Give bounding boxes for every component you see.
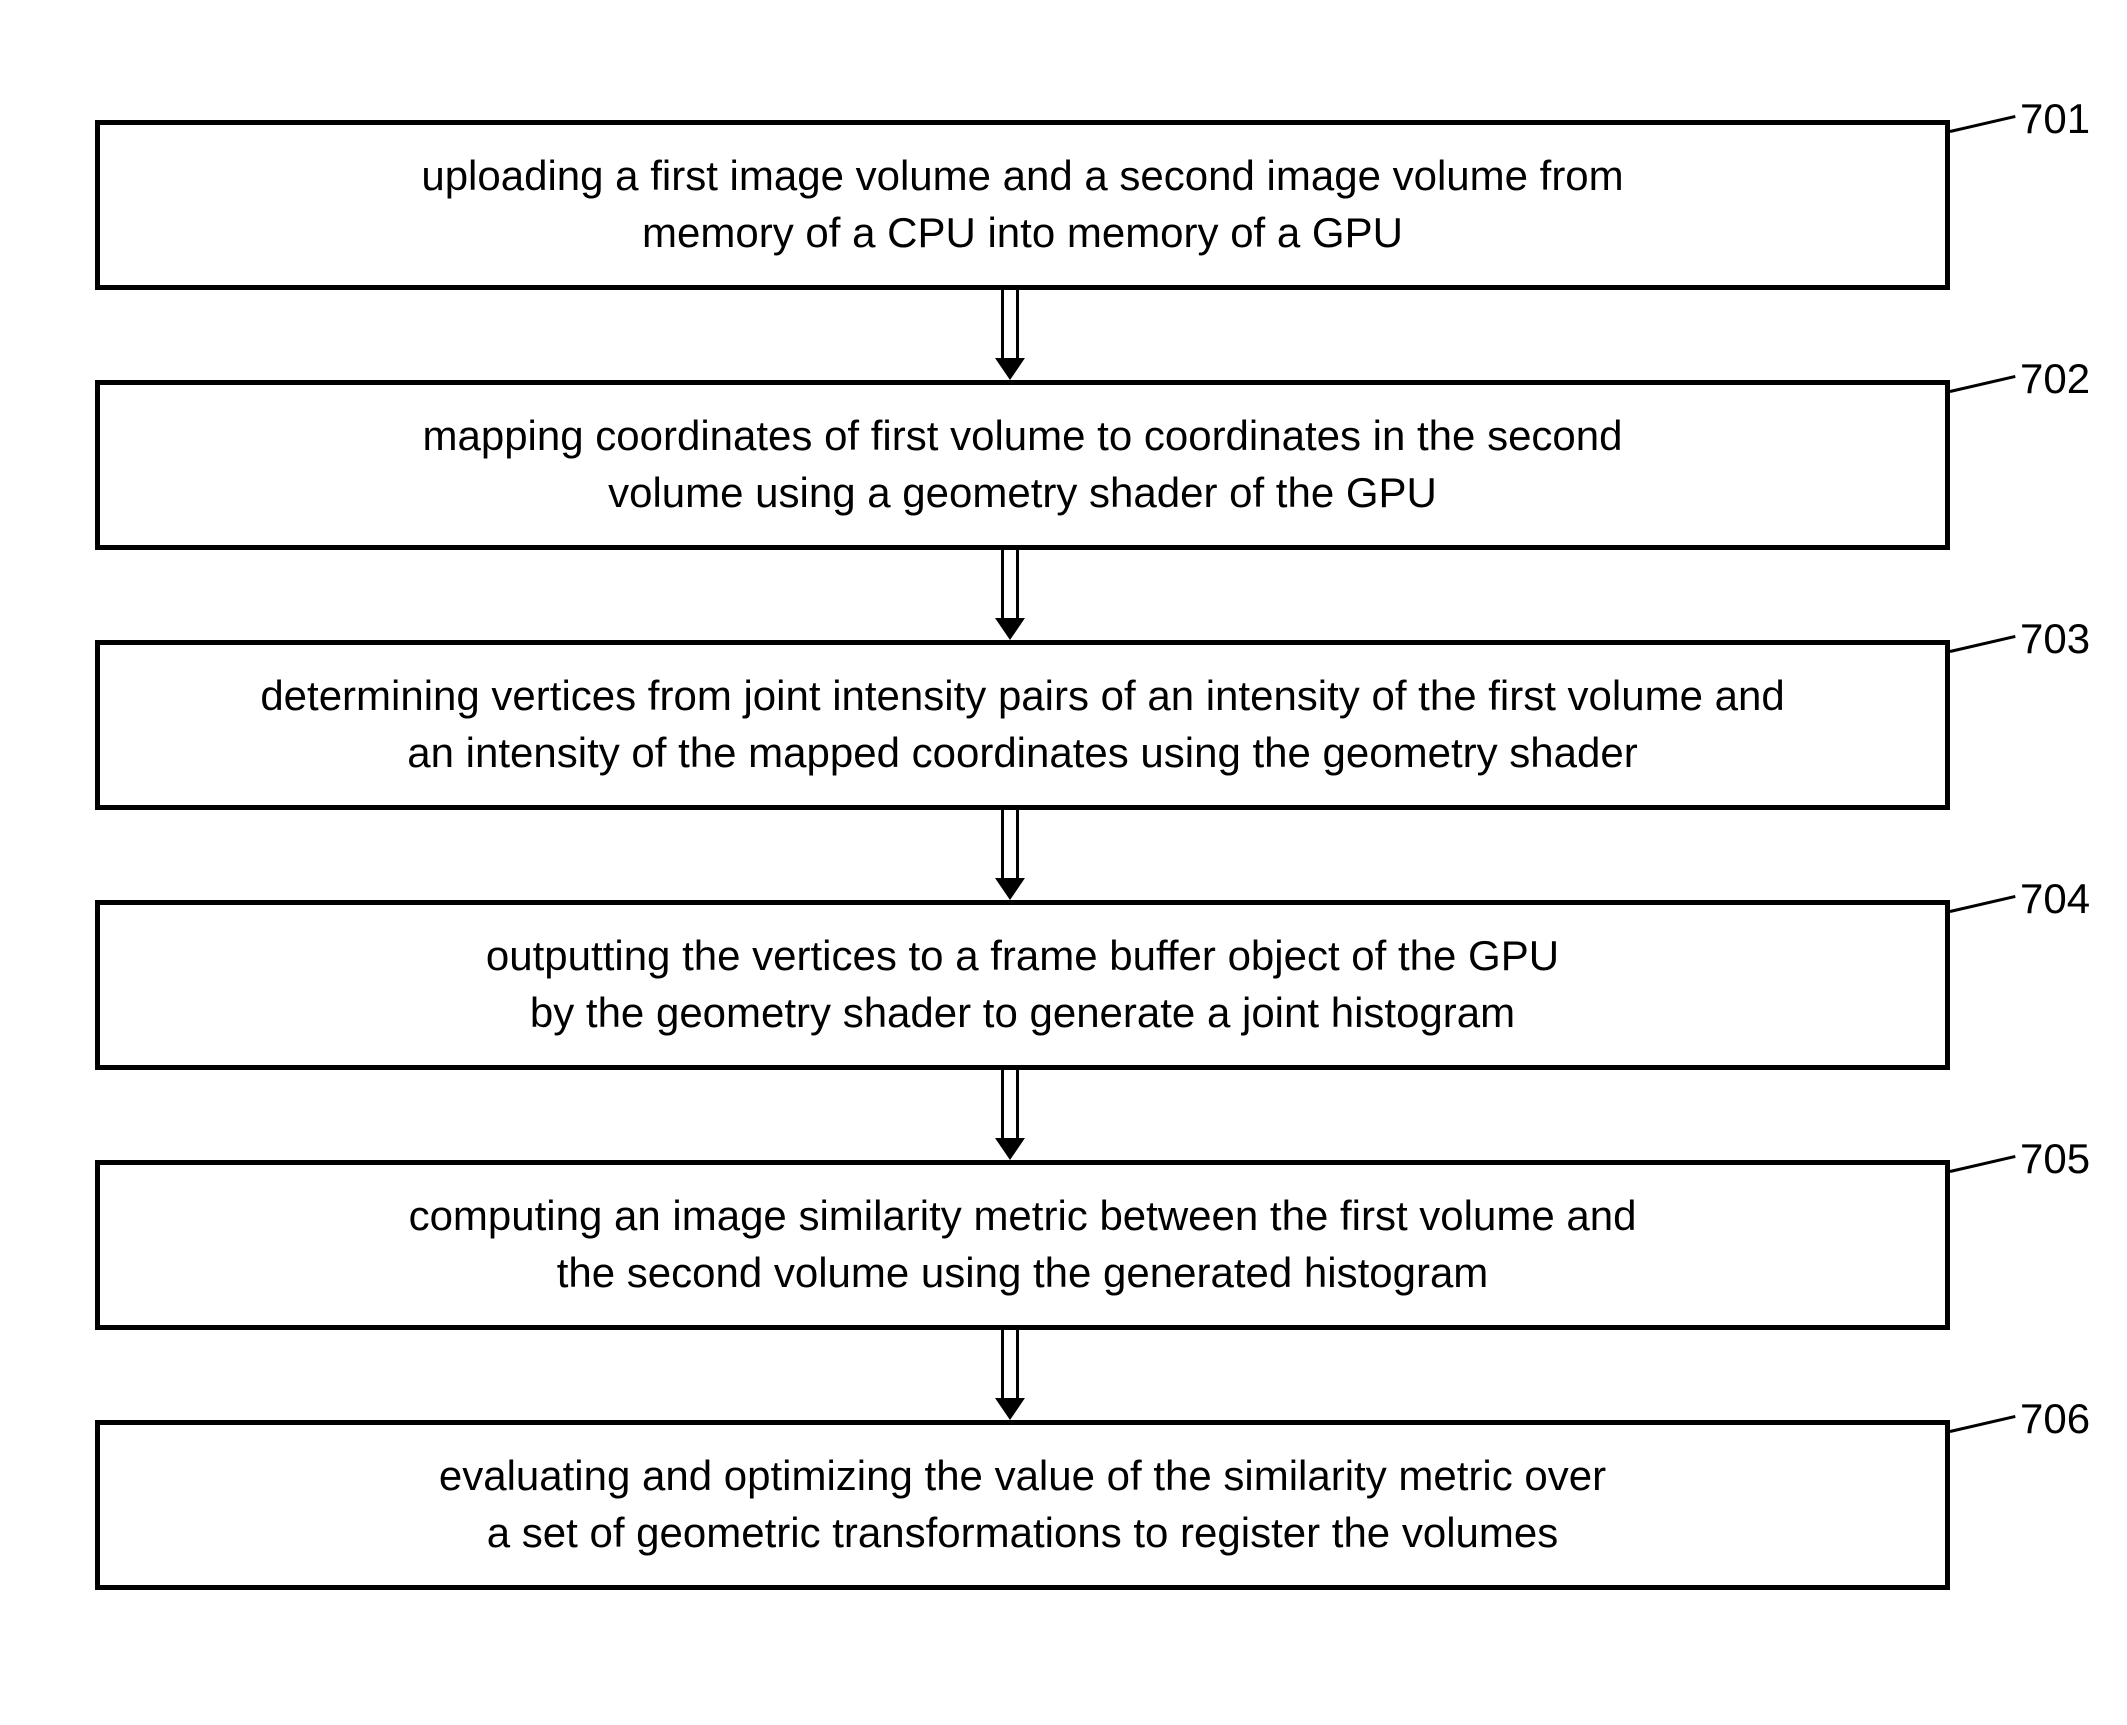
leader-line [1950,375,2016,393]
flowchart-step-text: computing an image similarity metric bet… [409,1188,1637,1301]
flowchart-step-text: mapping coordinates of first volume to c… [422,408,1622,521]
flowchart-arrow [998,810,1022,900]
leader-line [1950,1155,2016,1173]
flowchart-label-705: 705 [2020,1135,2090,1183]
flowchart-arrow [998,1330,1022,1420]
flowchart-step-text: outputting the vertices to a frame buffe… [486,928,1559,1041]
flowchart-label-702: 702 [2020,355,2090,403]
flowchart-label-704: 704 [2020,875,2090,923]
flowchart-step-702: mapping coordinates of first volume to c… [95,380,1950,550]
flowchart-label-703: 703 [2020,615,2090,663]
flowchart-label-706: 706 [2020,1395,2090,1443]
leader-line [1950,115,2016,133]
flowchart-step-703: determining vertices from joint intensit… [95,640,1950,810]
flowchart-arrow [998,290,1022,380]
flowchart-canvas: uploading a first image volume and a sec… [0,0,2127,1725]
flowchart-step-705: computing an image similarity metric bet… [95,1160,1950,1330]
flowchart-arrow [998,1070,1022,1160]
leader-line [1950,895,2016,913]
leader-line [1950,1415,2016,1433]
flowchart-step-text: uploading a first image volume and a sec… [421,148,1623,261]
flowchart-step-704: outputting the vertices to a frame buffe… [95,900,1950,1070]
flowchart-step-text: determining vertices from joint intensit… [260,668,1784,781]
flowchart-step-text: evaluating and optimizing the value of t… [439,1448,1606,1561]
flowchart-label-701: 701 [2020,95,2090,143]
flowchart-step-706: evaluating and optimizing the value of t… [95,1420,1950,1590]
flowchart-arrow [998,550,1022,640]
flowchart-step-701: uploading a first image volume and a sec… [95,120,1950,290]
leader-line [1950,635,2016,653]
